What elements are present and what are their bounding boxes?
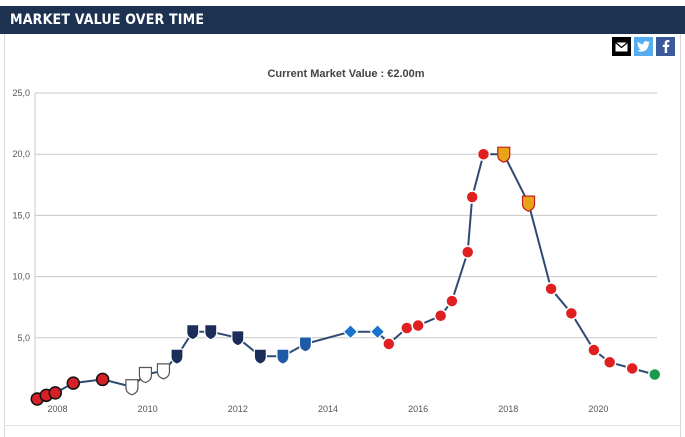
facebook-icon: [662, 40, 669, 53]
chart-bottom-divider: [4, 425, 681, 426]
twitter-share-button[interactable]: [634, 37, 653, 56]
section-header: MARKET VALUE OVER TIME: [0, 6, 685, 34]
twitter-icon: [637, 41, 650, 52]
email-icon: [615, 41, 628, 51]
section-title: MARKET VALUE OVER TIME: [10, 12, 205, 28]
chart-panel: [4, 34, 681, 437]
facebook-share-button[interactable]: [656, 37, 675, 56]
email-share-button[interactable]: [612, 37, 631, 56]
share-buttons: [612, 37, 675, 56]
